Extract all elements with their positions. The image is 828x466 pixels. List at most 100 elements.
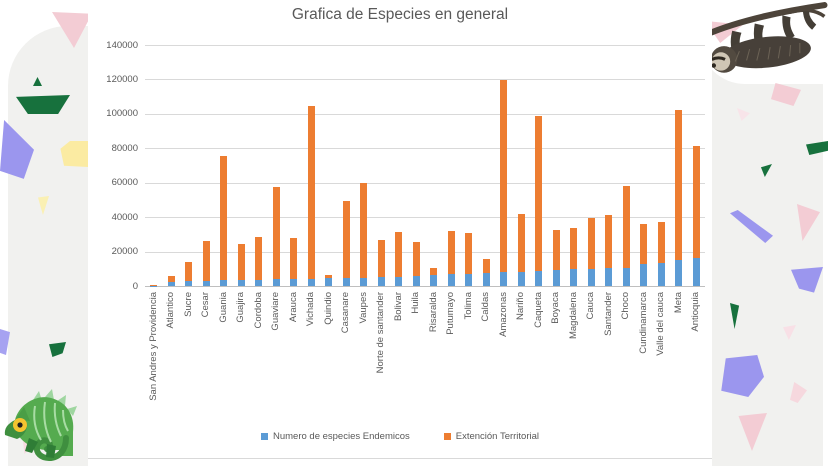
- bar-segment-territorial: [202, 241, 210, 281]
- gridline: [145, 45, 705, 46]
- y-tick-label: 40000: [111, 211, 138, 223]
- bar-segment-endemics: [430, 274, 438, 286]
- x-category-label: Casanare: [340, 292, 352, 334]
- card-bottom-border: [88, 458, 712, 459]
- legend-item-territorial: Extención Territorial: [443, 431, 540, 442]
- confetti-shape: [38, 196, 49, 215]
- bar-segment-territorial: [150, 284, 158, 286]
- bar-segment-territorial: [255, 236, 263, 280]
- bar-segment-territorial: [465, 232, 473, 274]
- bar-segment-territorial: [395, 231, 403, 277]
- chart-title: Grafica de Especies en general: [291, 6, 509, 23]
- bar-segment-territorial: [605, 214, 613, 269]
- bar-segment-endemics: [237, 279, 245, 286]
- y-tick-label: 0: [132, 280, 138, 292]
- chameleon-illustration: [4, 389, 77, 462]
- bar-segment-endemics: [447, 274, 455, 286]
- bar-segment-endemics: [307, 278, 315, 286]
- confetti-shape: [806, 141, 828, 155]
- x-category-label: Guaviare: [270, 292, 282, 331]
- x-category-label: Tolima: [462, 292, 474, 320]
- x-category-label: Caldas: [480, 292, 492, 322]
- bar-segment-endemics: [570, 269, 578, 286]
- x-axis-line: [145, 286, 705, 287]
- bar-segment-endemics: [377, 276, 385, 286]
- bar-segment-territorial: [447, 231, 455, 275]
- bar-segment-endemics: [290, 278, 298, 286]
- bar-segment-endemics: [360, 277, 368, 286]
- gridline: [145, 182, 705, 184]
- x-category-label: Nariño: [515, 292, 527, 320]
- gridline: [145, 79, 705, 81]
- y-tick-label: 100000: [106, 108, 138, 120]
- chart-card: Grafica de Especies en general Numero de…: [88, 0, 712, 466]
- bar-segment-endemics: [675, 259, 683, 286]
- sloth-illustration: [702, 2, 828, 73]
- confetti-shape: [760, 164, 772, 177]
- x-category-label: Vichada: [305, 292, 317, 327]
- x-category-label: Atlantico: [165, 292, 177, 329]
- bar-segment-endemics: [395, 276, 403, 286]
- legend-label-endemics: Numero de especies Endemicos: [272, 431, 410, 442]
- bar-segment-endemics: [622, 267, 630, 286]
- x-category-label: Caqueta: [532, 292, 544, 328]
- bar-segment-territorial: [675, 110, 683, 260]
- x-category-label: Magdalena: [567, 292, 579, 340]
- bar-segment-territorial: [325, 275, 333, 279]
- x-category-label: Vaupes: [357, 292, 369, 324]
- bar-segment-territorial: [377, 239, 385, 277]
- bar-segment-endemics: [517, 271, 525, 286]
- bar-segment-territorial: [552, 229, 560, 271]
- bar-segment-territorial: [657, 222, 665, 264]
- x-category-label: Cauca: [585, 292, 597, 320]
- x-category-label: Valle del cauca: [655, 292, 667, 356]
- bar-segment-territorial: [272, 187, 280, 280]
- bar-segment-territorial: [412, 241, 420, 277]
- y-tick-label: 120000: [106, 73, 138, 85]
- confetti-shape: [16, 95, 70, 114]
- bar-segment-territorial: [482, 259, 490, 273]
- bar-segment-endemics: [657, 263, 665, 286]
- bar-segment-endemics: [535, 270, 543, 286]
- bar-segment-endemics: [552, 270, 560, 286]
- x-category-label: Meta: [672, 292, 684, 314]
- confetti-shape: [771, 83, 801, 106]
- bar-segment-territorial: [290, 237, 298, 279]
- bar-segment-endemics: [465, 273, 473, 286]
- legend-swatch-endemics: [260, 433, 268, 440]
- bar-segment-endemics: [605, 268, 613, 286]
- y-tick-label: 20000: [111, 246, 138, 258]
- bar-segment-endemics: [692, 257, 700, 286]
- chart-legend: Numero de especies Endemicos Extención T…: [88, 431, 712, 442]
- bar-segment-territorial: [237, 244, 245, 280]
- bar-segment-territorial: [692, 145, 700, 258]
- bar-segment-territorial: [220, 155, 228, 280]
- bar-segment-endemics: [482, 272, 490, 286]
- bar-segment-endemics: [587, 268, 595, 286]
- x-category-label: Antioquia: [690, 292, 702, 332]
- x-category-label: Cesar: [200, 292, 212, 318]
- bar-segment-territorial: [342, 201, 350, 278]
- x-category-label: Bolivar: [392, 292, 404, 322]
- y-tick-label: 140000: [106, 39, 138, 51]
- bar-segment-endemics: [272, 279, 280, 286]
- x-category-label: Norte de santander: [375, 292, 387, 374]
- legend-label-territorial: Extención Territorial: [455, 431, 540, 442]
- gridline: [145, 251, 705, 253]
- bar-segment-endemics: [412, 276, 420, 286]
- bar-segment-territorial: [587, 217, 595, 269]
- confetti-shape: [33, 77, 42, 86]
- x-category-label: Guania: [217, 292, 229, 323]
- bar-segment-territorial: [500, 79, 508, 272]
- gridline: [145, 148, 705, 150]
- y-tick-label: 60000: [111, 177, 138, 189]
- confetti-shape: [0, 329, 10, 355]
- x-category-label: San Andres y Providencia: [147, 292, 159, 401]
- x-category-label: Arauca: [287, 292, 299, 323]
- y-tick-label: 80000: [111, 142, 138, 154]
- bar-segment-endemics: [185, 281, 193, 286]
- gridline: [145, 217, 705, 219]
- bar-segment-territorial: [622, 186, 630, 268]
- bar-segment-endemics: [325, 278, 333, 286]
- x-category-label: Sucre: [182, 292, 194, 317]
